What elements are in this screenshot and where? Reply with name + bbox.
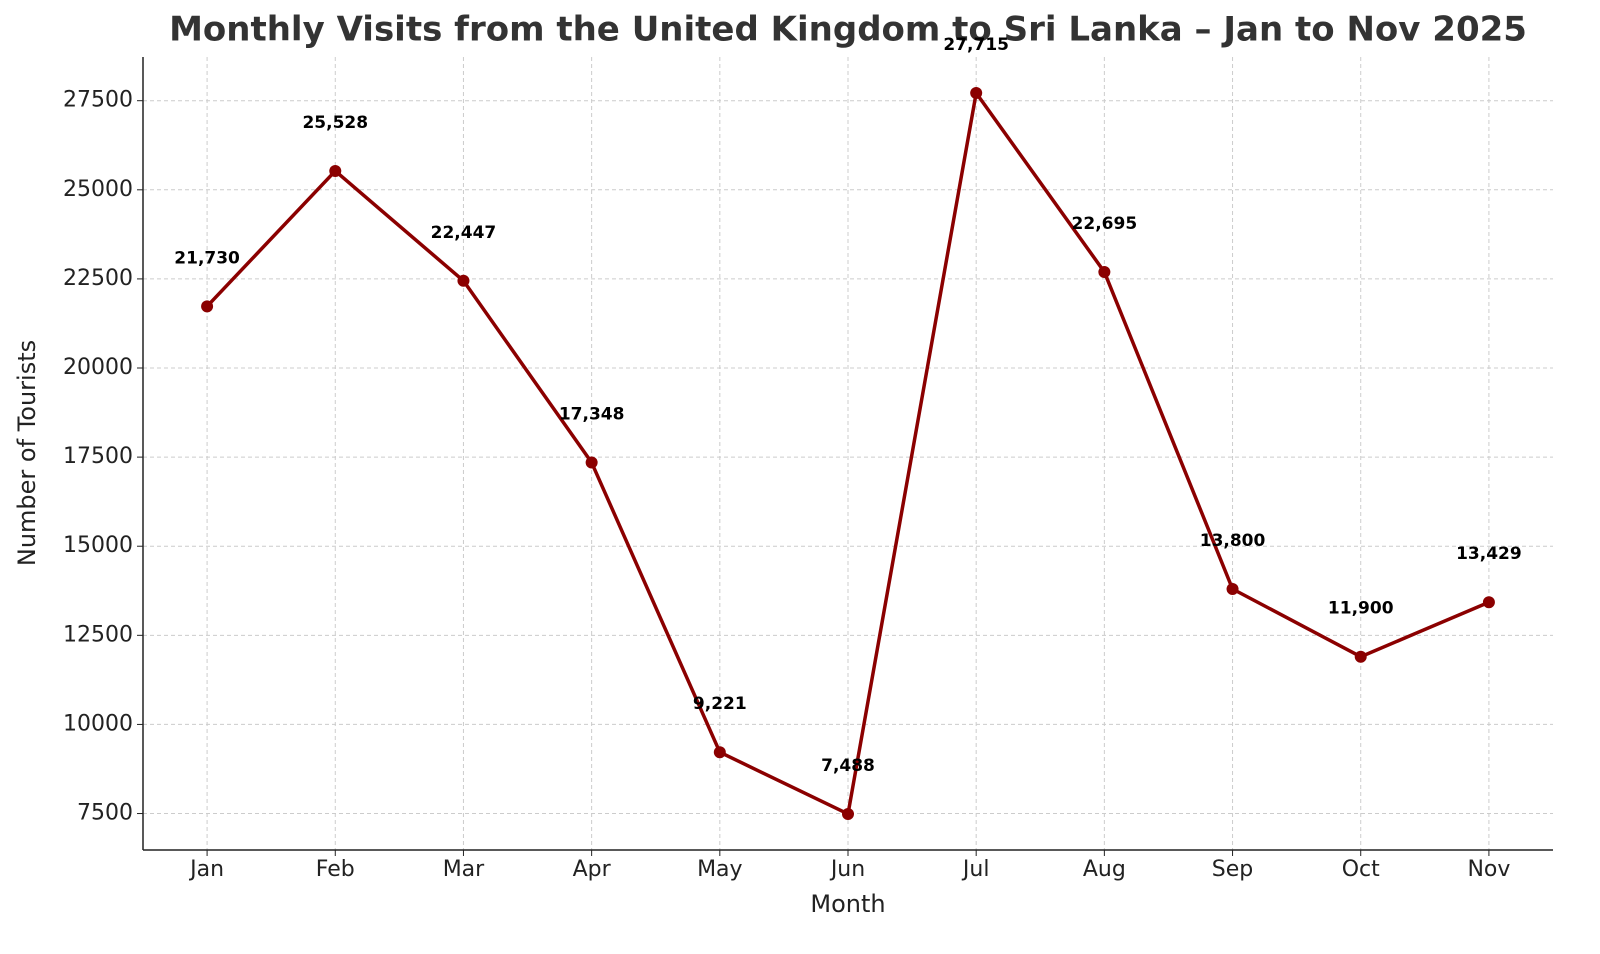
value-label: 21,730 — [174, 248, 240, 268]
point — [585, 456, 598, 469]
point — [713, 746, 726, 759]
x-tick-label: Apr — [573, 857, 612, 882]
x-tick-label: Mar — [443, 857, 485, 882]
point — [970, 87, 983, 100]
y-tick-label: 20000 — [63, 355, 133, 380]
x-tick-label: Nov — [1467, 857, 1510, 882]
y-tick-label: 15000 — [63, 533, 133, 558]
x-tick-label: Feb — [316, 857, 355, 882]
value-label: 13,800 — [1200, 531, 1266, 551]
value-label: 22,695 — [1072, 214, 1138, 234]
x-axis-label: Month — [810, 890, 885, 918]
y-tick-label: 10000 — [63, 711, 133, 736]
point — [1354, 650, 1367, 663]
y-tick-label: 12500 — [63, 622, 133, 647]
value-label: 13,429 — [1456, 544, 1522, 564]
x-tick-label: Sep — [1212, 857, 1253, 882]
y-tick-label: 22500 — [63, 266, 133, 291]
y-axis-label: Number of Tourists — [13, 340, 41, 566]
point — [201, 300, 214, 313]
x-tick-label: Jul — [961, 857, 990, 882]
point — [1098, 265, 1111, 278]
x-tick-label: Aug — [1083, 857, 1126, 882]
value-label: 22,447 — [431, 223, 497, 243]
x-tick-label: Oct — [1342, 857, 1380, 882]
point — [1482, 596, 1495, 609]
x-tick-label: Jan — [188, 857, 224, 882]
value-label: 27,715 — [943, 35, 1009, 55]
point — [329, 164, 342, 177]
value-label: 9,221 — [693, 694, 747, 714]
value-label: 11,900 — [1328, 599, 1394, 619]
point — [1226, 582, 1239, 595]
value-label: 17,348 — [559, 405, 625, 425]
grid — [143, 57, 1553, 850]
chart-title: Monthly Visits from the United Kingdom t… — [169, 10, 1527, 50]
marks: 21,730 25,528 22,447 17,348 9,221 7,488 27,715… — [174, 35, 1522, 820]
point — [457, 274, 470, 287]
y-tick-label: 27500 — [63, 88, 133, 113]
value-label: 7,488 — [821, 756, 875, 776]
line — [205, 91, 1490, 816]
value-label: 25,528 — [302, 113, 368, 133]
y-tick-label: 17500 — [63, 444, 133, 469]
y-tick-label: 25000 — [63, 177, 133, 202]
point — [842, 807, 854, 820]
x-tick-label: Jun — [829, 857, 865, 882]
x-tick-label: May — [697, 857, 742, 882]
y-tick-label: 7500 — [77, 801, 133, 826]
